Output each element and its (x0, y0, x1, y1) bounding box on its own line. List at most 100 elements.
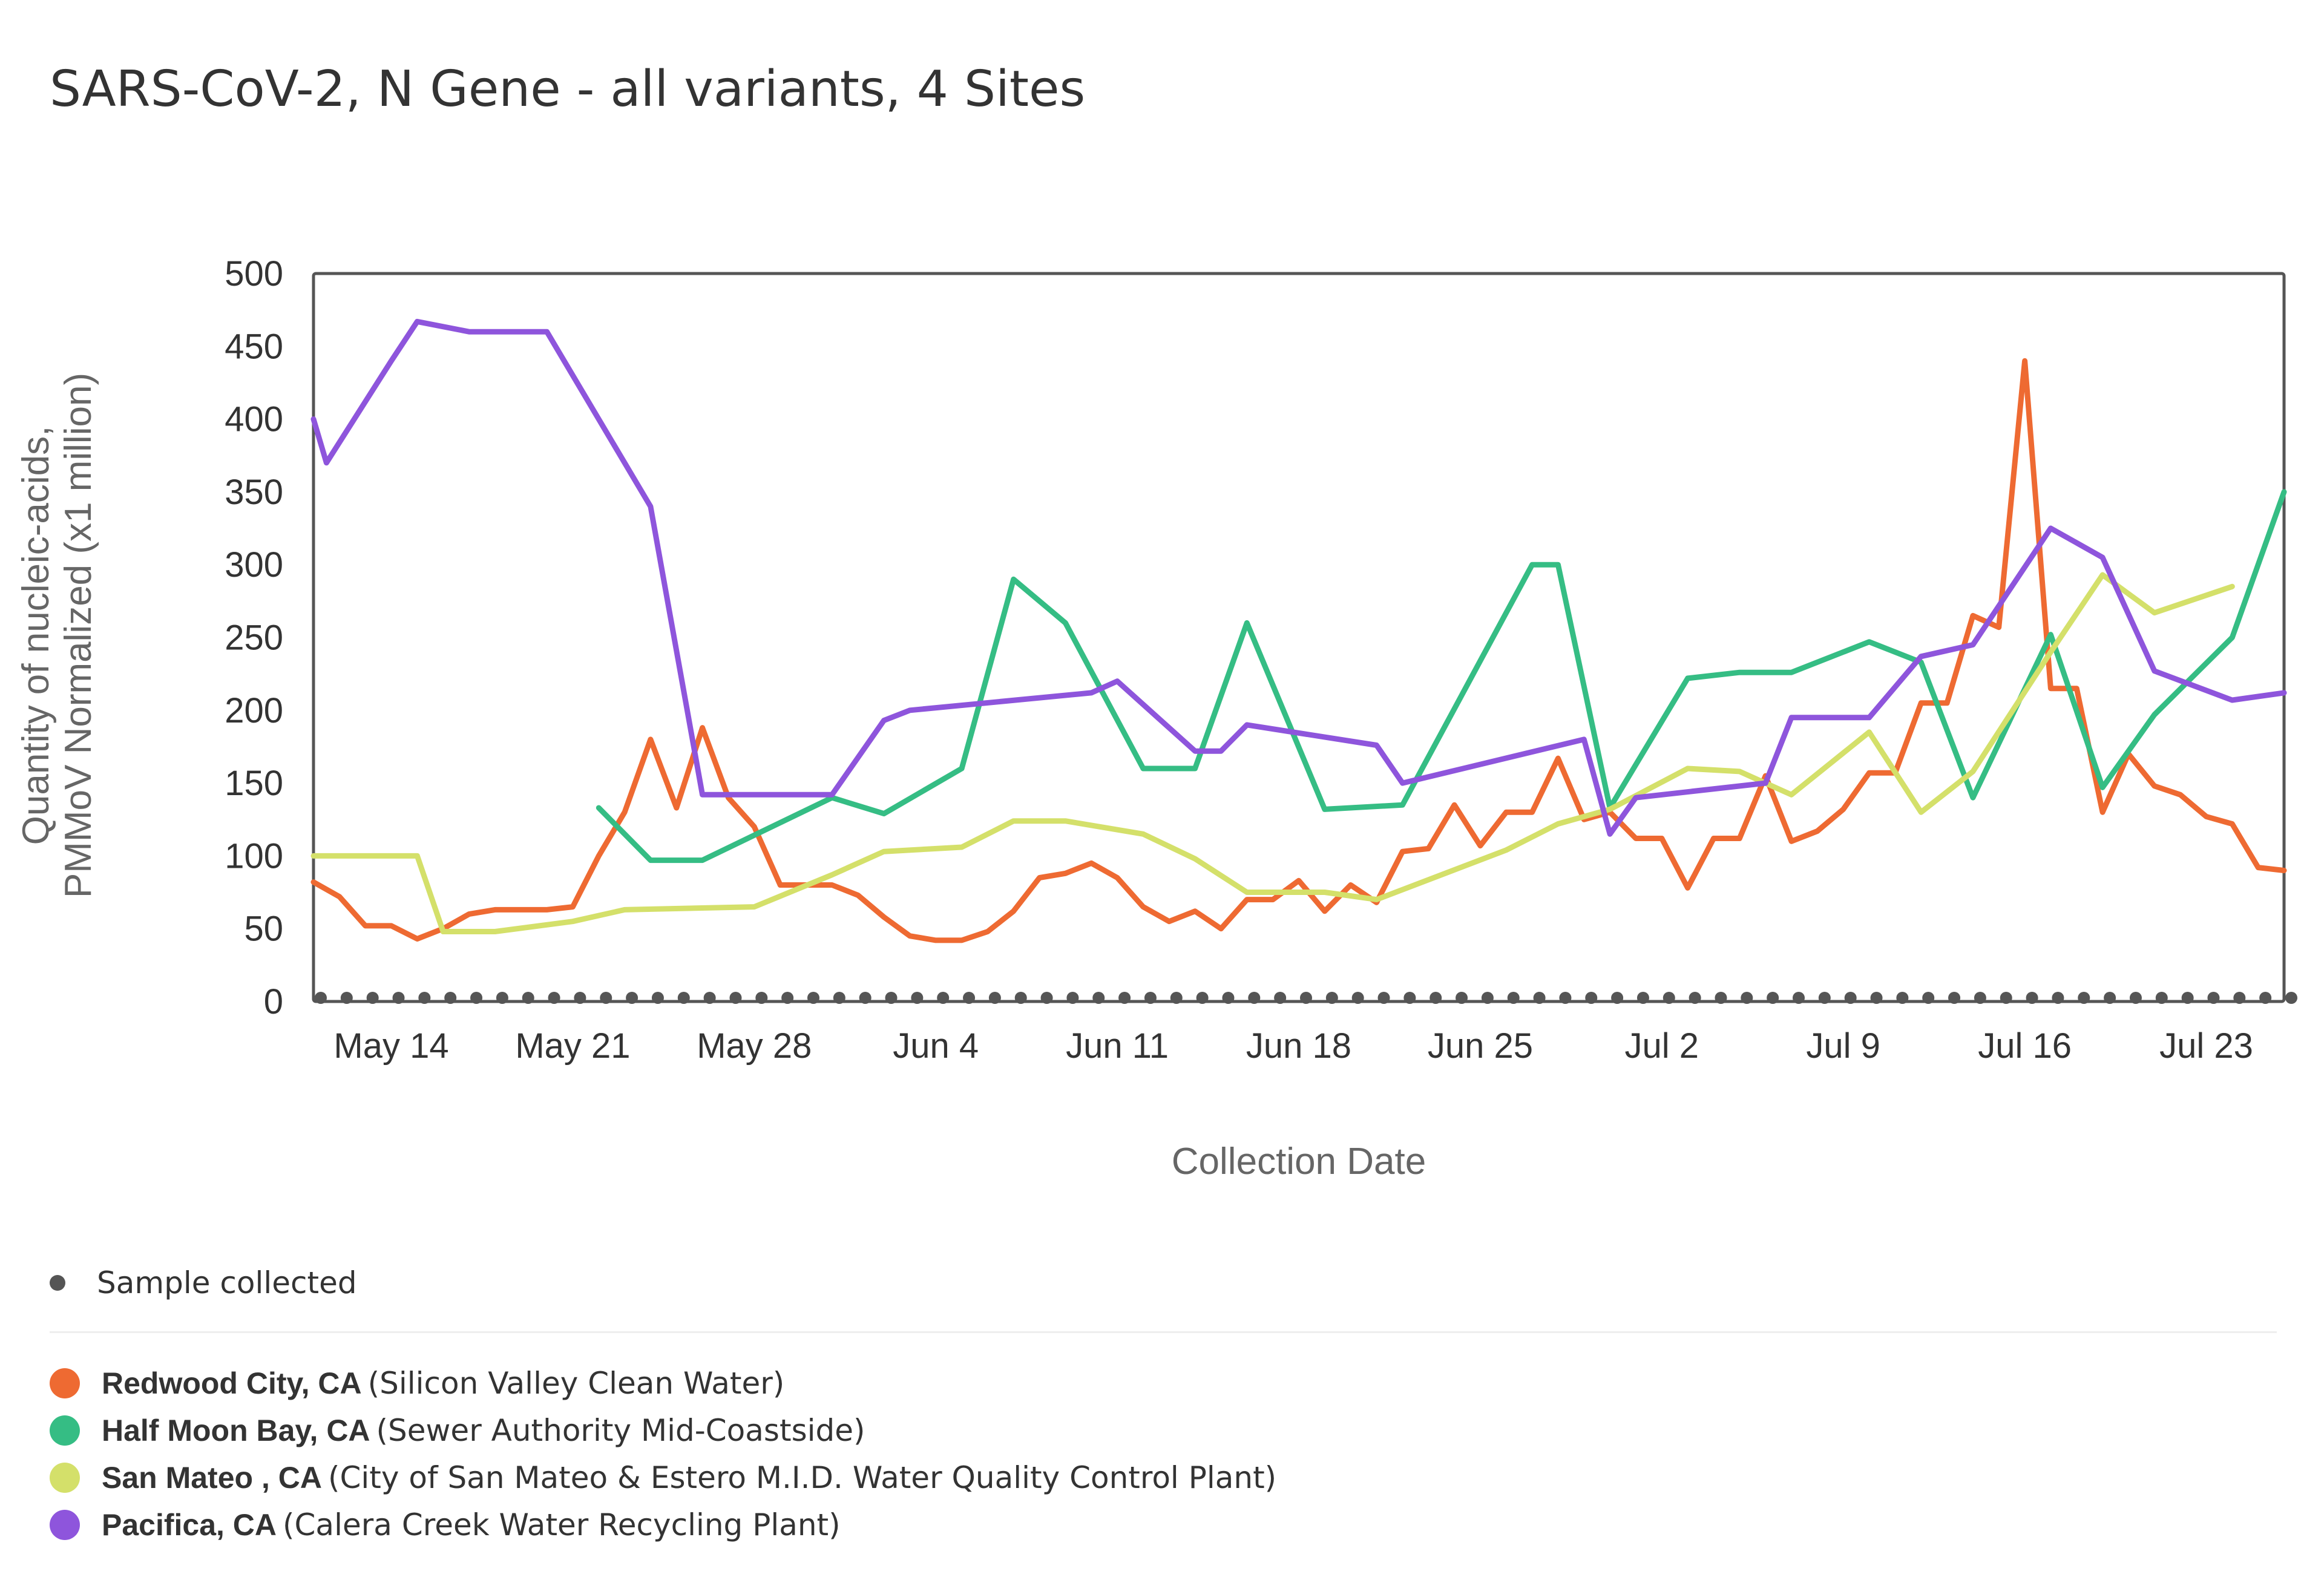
sample-collected-dot[interactable] (2181, 992, 2194, 1004)
sample-collected-dot[interactable] (1351, 992, 1364, 1004)
sample-collected-dot[interactable] (1481, 992, 1494, 1004)
legend-color-dot-icon (50, 1510, 80, 1540)
sample-collected-dot[interactable] (1507, 992, 1520, 1004)
sample-collected-dot[interactable] (859, 992, 872, 1004)
sample-collected-dot[interactable] (444, 992, 457, 1004)
sample-collected-dot[interactable] (1741, 992, 1753, 1004)
sample-collected-dot[interactable] (1118, 992, 1131, 1004)
sample-collected-dot[interactable] (833, 992, 845, 1004)
sample-collected-dot[interactable] (2104, 992, 2116, 1004)
sample-collected-dot[interactable] (1636, 992, 1649, 1004)
sample-collected-dot[interactable] (1715, 992, 1727, 1004)
sample-collected-dot[interactable] (1793, 992, 1805, 1004)
sample-collected-dot[interactable] (2155, 992, 2168, 1004)
legend-site-name: Redwood City, CA (102, 1366, 362, 1400)
sample-collected-dot[interactable] (2259, 992, 2272, 1004)
sample-collected-dot[interactable] (781, 992, 794, 1004)
sample-collected-dot[interactable] (911, 992, 924, 1004)
sample-collected-dot[interactable] (1430, 992, 1442, 1004)
y-tick-label: 500 (225, 254, 283, 293)
sample-collected-dot[interactable] (2207, 992, 2220, 1004)
sample-collected-dot[interactable] (703, 992, 716, 1004)
sample-collected-dot[interactable] (574, 992, 586, 1004)
sample-collected-dot[interactable] (1870, 992, 1883, 1004)
sample-collected-dot[interactable] (366, 992, 379, 1004)
sample-collected-dot[interactable] (1767, 992, 1779, 1004)
sample-collected-dot[interactable] (418, 992, 431, 1004)
x-axis-title: Collection Date (1172, 1141, 1426, 1182)
series-line-pacifica-ca[interactable] (310, 318, 2287, 837)
sample-collected-dot[interactable] (1403, 992, 1416, 1004)
sample-collected-dot[interactable] (522, 992, 534, 1004)
sample-collected-dot[interactable] (1040, 992, 1053, 1004)
sample-collected-dot[interactable] (392, 992, 405, 1004)
sample-collected-dot[interactable] (1818, 992, 1831, 1004)
legend-color-dot-icon (50, 1463, 80, 1493)
sample-collected-dot[interactable] (2052, 992, 2064, 1004)
sample-collected-dot[interactable] (340, 992, 353, 1004)
sample-collected-dot[interactable] (1559, 992, 1572, 1004)
sample-collected-dot[interactable] (1248, 992, 1261, 1004)
sample-collected-dot[interactable] (1066, 992, 1079, 1004)
series-line-san-mateo-ca[interactable] (310, 572, 2235, 934)
sample-dot-icon (50, 1275, 65, 1291)
sample-collected-dot[interactable] (1144, 992, 1157, 1004)
sample-collected-dot[interactable] (548, 992, 560, 1004)
y-tick-label: 100 (225, 836, 283, 876)
x-tick-label: Jul 9 (1806, 1026, 1880, 1066)
sample-collected-dot[interactable] (651, 992, 664, 1004)
sample-collected-dot[interactable] (1325, 992, 1338, 1004)
sample-collected-dot[interactable] (470, 992, 483, 1004)
sample-collected-dot[interactable] (1170, 992, 1183, 1004)
sample-collected-dot[interactable] (807, 992, 819, 1004)
series-line-half-moon-bay-ca[interactable] (596, 489, 2287, 864)
sample-collected-dot[interactable] (1844, 992, 1857, 1004)
sample-collected-dot[interactable] (2026, 992, 2038, 1004)
legend-color-dot-icon (50, 1368, 80, 1398)
sample-collected-dot[interactable] (626, 992, 638, 1004)
sample-collected-dot[interactable] (1222, 992, 1235, 1004)
sample-collected-dot[interactable] (1377, 992, 1390, 1004)
sample-collected-dot[interactable] (937, 992, 950, 1004)
sample-collected-dot[interactable] (315, 992, 327, 1004)
sample-collected-dot[interactable] (1196, 992, 1209, 1004)
legend-sample-collected[interactable]: Sample collected (50, 1253, 2289, 1313)
sample-collected-dot[interactable] (963, 992, 976, 1004)
legend-divider (50, 1331, 2277, 1333)
sample-collected-dot[interactable] (1274, 992, 1287, 1004)
sample-collected-dot[interactable] (1092, 992, 1105, 1004)
sample-collected-dot[interactable] (2000, 992, 2012, 1004)
sample-collected-dot[interactable] (1689, 992, 1701, 1004)
sample-collected-dot[interactable] (1896, 992, 1909, 1004)
sample-collected-dot[interactable] (755, 992, 768, 1004)
sample-collected-dot[interactable] (1014, 992, 1027, 1004)
sample-collected-dot[interactable] (2078, 992, 2090, 1004)
legend-item-redwood-city[interactable]: Redwood City, CA (Silicon Valley Clean W… (50, 1360, 2289, 1407)
sample-collected-dot[interactable] (2129, 992, 2142, 1004)
sample-collected-dot[interactable] (1663, 992, 1675, 1004)
x-tick-label: Jun 11 (1066, 1026, 1169, 1066)
sample-collected-dot[interactable] (1974, 992, 1986, 1004)
sample-collected-dot[interactable] (1948, 992, 1961, 1004)
x-tick-label: Jun 18 (1246, 1026, 1351, 1066)
legend-item-san-mateo[interactable]: San Mateo , CA (City of San Mateo & Este… (50, 1454, 2289, 1501)
sample-collected-dot[interactable] (496, 992, 508, 1004)
sample-collected-dot[interactable] (1611, 992, 1624, 1004)
sample-collected-dot[interactable] (1300, 992, 1312, 1004)
series-line-redwood-city-ca[interactable] (310, 358, 2287, 943)
legend-item-half-moon-bay[interactable]: Half Moon Bay, CA (Sewer Authority Mid-C… (50, 1407, 2289, 1454)
sample-collected-dot[interactable] (988, 992, 1001, 1004)
sample-collected-dot[interactable] (1456, 992, 1468, 1004)
plot-area-frame (312, 272, 2286, 1003)
sample-collected-dot[interactable] (2285, 992, 2297, 1004)
sample-collected-dot[interactable] (600, 992, 612, 1004)
sample-collected-dot[interactable] (1585, 992, 1598, 1004)
sample-collected-dot[interactable] (1533, 992, 1546, 1004)
sample-collected-dot[interactable] (677, 992, 690, 1004)
sample-collected-dot[interactable] (729, 992, 742, 1004)
legend-item-pacifica[interactable]: Pacifica, CA (Calera Creek Water Recycli… (50, 1501, 2289, 1549)
sample-collected-dot[interactable] (1922, 992, 1935, 1004)
sample-collected-dot[interactable] (2233, 992, 2246, 1004)
sample-collected-dot[interactable] (885, 992, 898, 1004)
